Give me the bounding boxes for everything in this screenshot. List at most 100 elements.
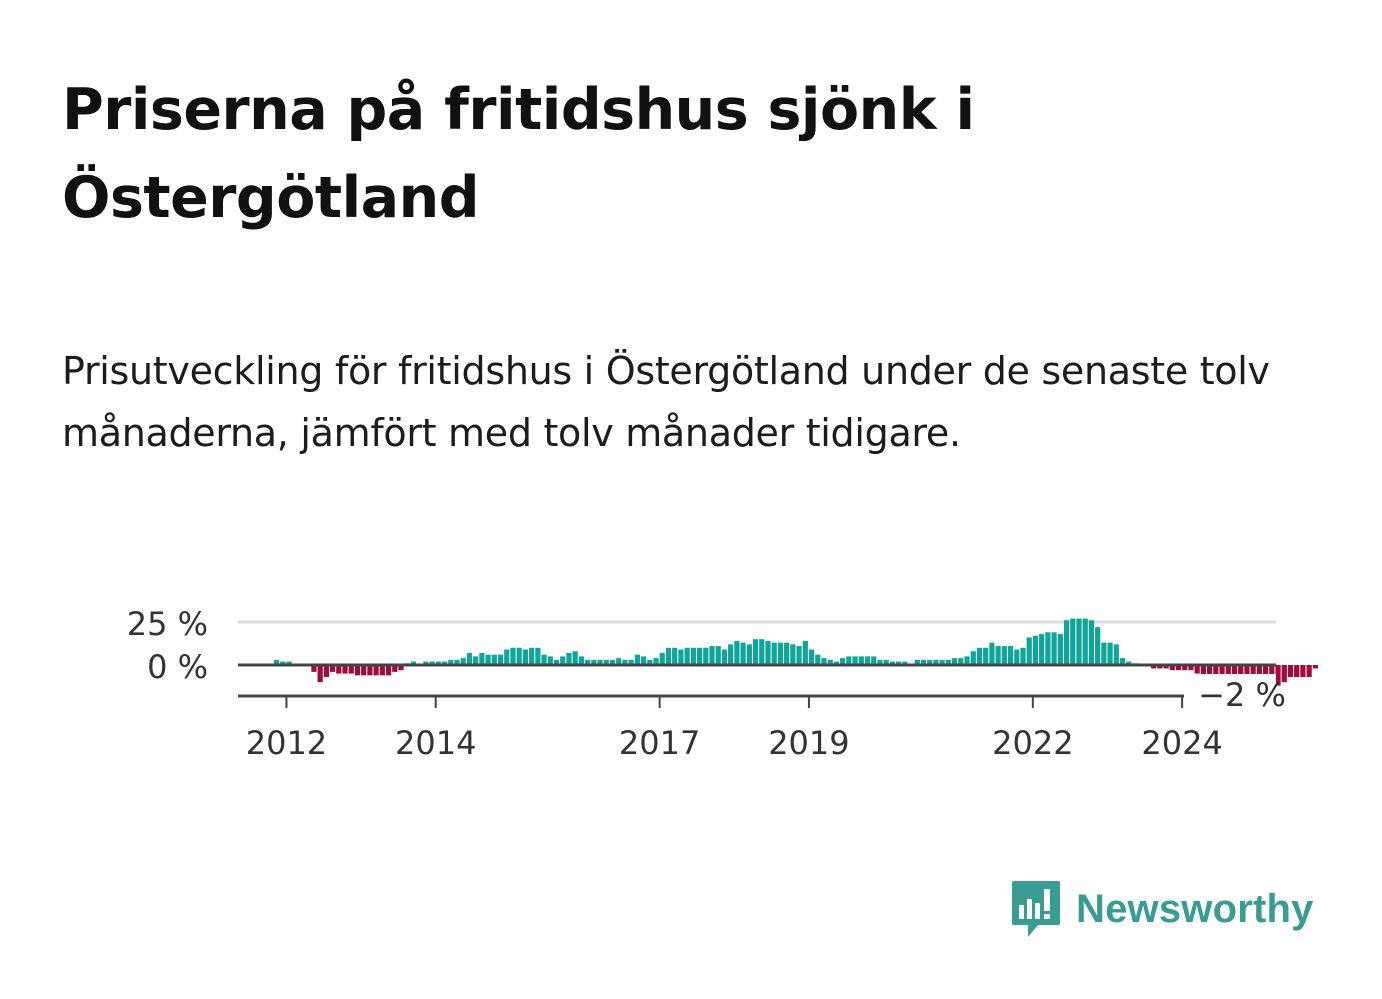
chart-subtitle: Prisutveckling för fritidshus i Östergöt… <box>62 349 1270 455</box>
bar <box>634 654 640 665</box>
bar <box>535 647 541 665</box>
bar <box>709 646 715 665</box>
x-tick-label: 2014 <box>395 724 476 762</box>
bar <box>858 656 864 665</box>
bar <box>435 661 441 665</box>
bar <box>1306 665 1312 678</box>
bar <box>491 654 497 665</box>
bar <box>280 661 286 665</box>
bar <box>665 647 672 665</box>
bar <box>672 647 678 665</box>
bar <box>815 654 821 665</box>
bar <box>920 659 927 665</box>
bar <box>1219 665 1225 683</box>
bar <box>1294 665 1300 678</box>
bar <box>871 656 877 665</box>
bar <box>690 647 696 665</box>
bar <box>354 665 361 676</box>
bar <box>821 658 827 665</box>
bar <box>1063 620 1070 665</box>
bar <box>777 642 784 665</box>
bar <box>274 659 280 665</box>
bar <box>1020 647 1026 665</box>
bar <box>1151 665 1157 669</box>
bar <box>970 651 976 665</box>
bar <box>1163 665 1169 669</box>
bar <box>336 665 342 674</box>
bar <box>728 644 734 665</box>
x-tick-label: 2012 <box>246 724 327 762</box>
bar-chart: 0 % 25 % 2012 2014 2017 2019 2022 2024 −2 % <box>127 605 1318 762</box>
bar <box>547 656 553 665</box>
bar <box>392 665 398 672</box>
bar <box>808 649 815 665</box>
bar <box>1119 658 1126 665</box>
bar <box>423 661 429 665</box>
bar <box>1107 642 1113 665</box>
bar <box>329 665 336 672</box>
bar <box>696 647 703 665</box>
chart-title: Priserna på fritidshus sjönk i Östergötl… <box>62 77 975 231</box>
bar <box>628 659 634 665</box>
bar <box>286 661 292 665</box>
bar <box>740 642 746 665</box>
bar <box>846 656 852 665</box>
x-tick-label: 2024 <box>1141 724 1222 762</box>
bar <box>529 647 535 665</box>
bar-series <box>274 618 1318 690</box>
bar <box>958 658 964 665</box>
bar <box>1182 665 1188 671</box>
tick-labels: 0 % 25 % 2012 2014 2017 2019 2022 2024 −2 % <box>127 605 1286 762</box>
bar <box>945 659 951 665</box>
bar <box>578 656 584 665</box>
bar <box>379 665 385 676</box>
bar <box>902 661 908 665</box>
bar <box>1082 618 1088 665</box>
bar <box>367 665 373 676</box>
bar <box>311 665 317 672</box>
bar <box>1194 665 1200 674</box>
bar <box>1076 618 1082 665</box>
bar <box>323 665 329 678</box>
bar <box>485 654 491 665</box>
bar <box>1001 646 1007 665</box>
bar <box>659 652 665 665</box>
bar <box>983 647 989 665</box>
bar <box>877 659 883 665</box>
x-tick-label: 2022 <box>992 724 1073 762</box>
bar <box>802 640 808 665</box>
bar <box>939 659 945 665</box>
axes <box>238 663 1276 708</box>
bar <box>504 649 510 665</box>
bar <box>1026 637 1032 665</box>
bar <box>951 658 958 665</box>
bar <box>796 646 802 665</box>
bar <box>1088 620 1095 665</box>
bar <box>560 656 566 665</box>
bar <box>746 644 752 665</box>
bar <box>348 665 354 674</box>
bar <box>1113 644 1119 665</box>
bar <box>466 652 473 665</box>
bar <box>541 654 547 665</box>
bar <box>1039 634 1045 665</box>
bar <box>398 665 404 671</box>
bar <box>385 665 392 676</box>
bar <box>840 658 846 665</box>
bar <box>784 642 790 665</box>
bar <box>1095 627 1101 665</box>
bar <box>721 649 728 665</box>
bar <box>771 642 777 665</box>
bar <box>361 665 367 676</box>
bar <box>597 659 603 665</box>
bar <box>765 640 771 665</box>
brand-logo: Newsworthy <box>1010 878 1314 940</box>
bar <box>1045 632 1051 665</box>
bar <box>647 659 653 665</box>
bar <box>616 658 622 665</box>
bar <box>896 661 902 665</box>
last-value-annotation: −2 % <box>1198 676 1286 714</box>
bar <box>553 659 560 665</box>
bar <box>1007 646 1014 665</box>
bar <box>473 656 479 665</box>
